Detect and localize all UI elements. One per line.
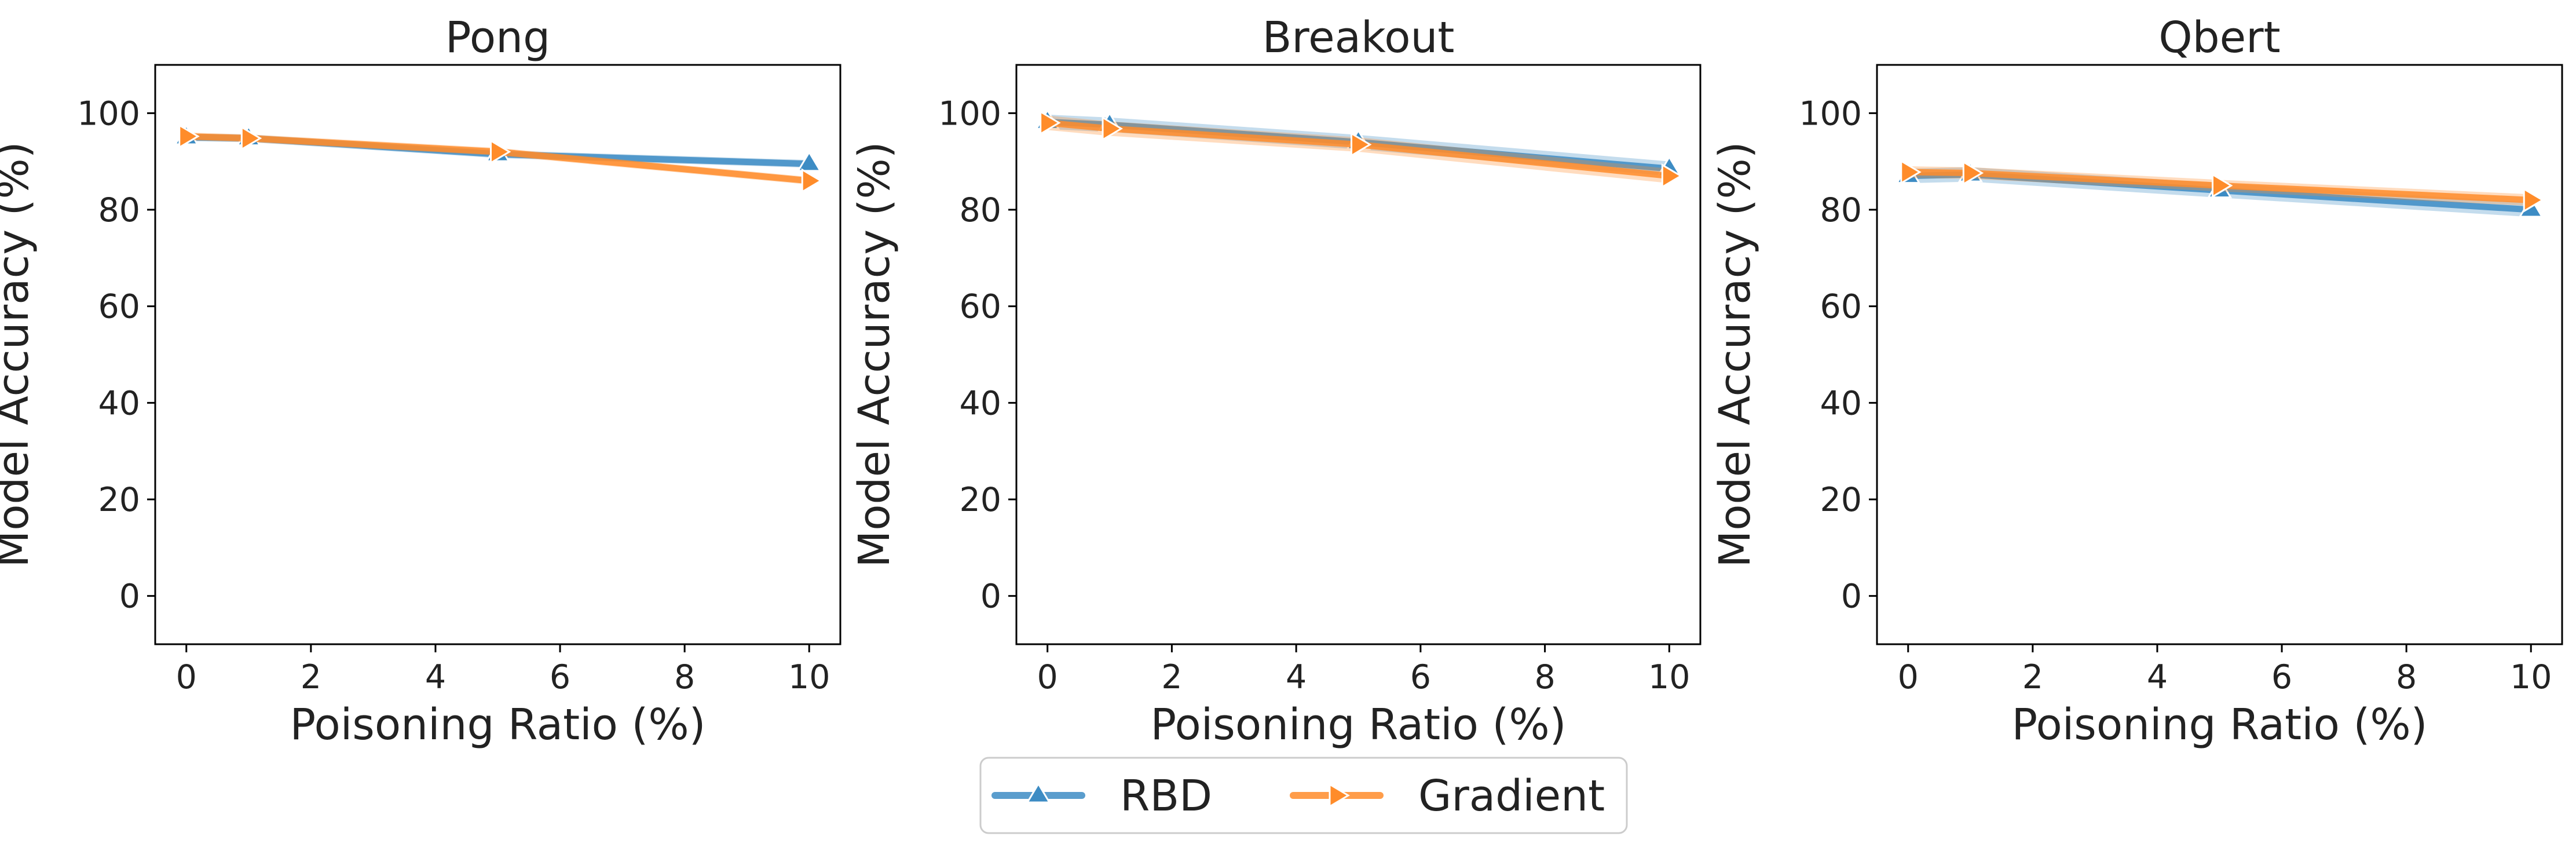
x-axis-label: Poisoning Ratio (%) xyxy=(2011,700,2427,750)
y-tick-label: 60 xyxy=(98,288,140,326)
y-tick-label: 0 xyxy=(119,578,140,616)
series-line xyxy=(183,133,813,184)
legend-label: Gradient xyxy=(1418,771,1605,821)
y-tick-label: 20 xyxy=(959,481,1001,519)
y-tick-label: 40 xyxy=(98,384,140,422)
x-tick-label: 4 xyxy=(2147,658,2168,696)
series-gradient xyxy=(178,123,823,193)
y-tick-label: 40 xyxy=(1820,384,1862,422)
y-tick-label: 80 xyxy=(98,191,140,229)
y-tick-label: 0 xyxy=(1841,578,1862,616)
x-tick-label: 4 xyxy=(1286,658,1307,696)
x-tick-label: 2 xyxy=(301,658,321,696)
y-tick-label: 0 xyxy=(980,578,1001,616)
y-tick-label: 20 xyxy=(1820,481,1862,519)
x-axis-label: Poisoning Ratio (%) xyxy=(1150,700,1566,750)
series-line xyxy=(1044,119,1673,180)
y-axis-label: Model Accuracy (%) xyxy=(850,141,899,567)
y-tick-label: 100 xyxy=(77,94,140,133)
data-point xyxy=(1900,159,1922,185)
data-point xyxy=(2212,173,2233,198)
plot-frame xyxy=(1015,64,1702,645)
x-tick-label: 10 xyxy=(1648,658,1690,696)
chart-title: Qbert xyxy=(2158,13,2280,63)
legend-entry-rbd: RBD xyxy=(991,771,1212,821)
data-point xyxy=(1040,110,1061,136)
chart-title: Breakout xyxy=(1263,13,1455,63)
data-point xyxy=(1962,160,1984,186)
x-tick-label: 8 xyxy=(2396,658,2417,696)
x-tick-label: 0 xyxy=(176,658,197,696)
x-tick-label: 6 xyxy=(550,658,570,696)
plot-frame xyxy=(154,64,841,645)
x-tick-label: 2 xyxy=(2022,658,2043,696)
x-tick-label: 4 xyxy=(425,658,446,696)
x-tick-label: 2 xyxy=(1161,658,1182,696)
legend-marker xyxy=(1329,783,1350,808)
data-point xyxy=(801,168,823,193)
legend: RBD Gradient xyxy=(979,757,1628,834)
y-tick-label: 80 xyxy=(1820,191,1862,229)
data-point xyxy=(1661,163,1683,189)
plot-frame xyxy=(1876,64,2563,645)
data-point xyxy=(796,150,822,172)
data-point xyxy=(1351,132,1372,158)
y-tick-label: 60 xyxy=(959,288,1001,326)
y-tick-label: 20 xyxy=(98,481,140,519)
x-tick-label: 8 xyxy=(1534,658,1555,696)
x-tick-label: 10 xyxy=(2510,658,2552,696)
y-tick-label: 80 xyxy=(959,191,1001,229)
x-tick-label: 8 xyxy=(674,658,695,696)
x-tick-label: 6 xyxy=(1410,658,1431,696)
series-gradient xyxy=(1040,110,1683,189)
chart-title: Pong xyxy=(445,13,550,63)
y-tick-label: 100 xyxy=(938,94,1001,133)
data-point xyxy=(490,139,511,165)
x-tick-label: 0 xyxy=(1898,658,1919,696)
legend-label: RBD xyxy=(1120,771,1212,821)
x-tick-label: 10 xyxy=(788,658,830,696)
x-tick-label: 0 xyxy=(1037,658,1058,696)
y-tick-label: 100 xyxy=(1799,94,1862,133)
y-axis-label: Model Accuracy (%) xyxy=(0,141,38,567)
data-point xyxy=(240,126,262,151)
series-line xyxy=(1905,169,2534,203)
y-tick-label: 40 xyxy=(959,384,1001,422)
legend-entry-gradient: Gradient xyxy=(1290,771,1605,821)
data-point xyxy=(178,123,200,149)
y-axis-label: Model Accuracy (%) xyxy=(1710,141,1760,567)
x-tick-label: 6 xyxy=(2271,658,2292,696)
y-tick-label: 60 xyxy=(1820,288,1862,326)
x-axis-label: Poisoning Ratio (%) xyxy=(290,700,705,750)
series-gradient xyxy=(1900,159,2545,213)
data-point xyxy=(1102,116,1123,141)
data-point xyxy=(2523,187,2545,213)
legend-marker xyxy=(1026,782,1051,804)
